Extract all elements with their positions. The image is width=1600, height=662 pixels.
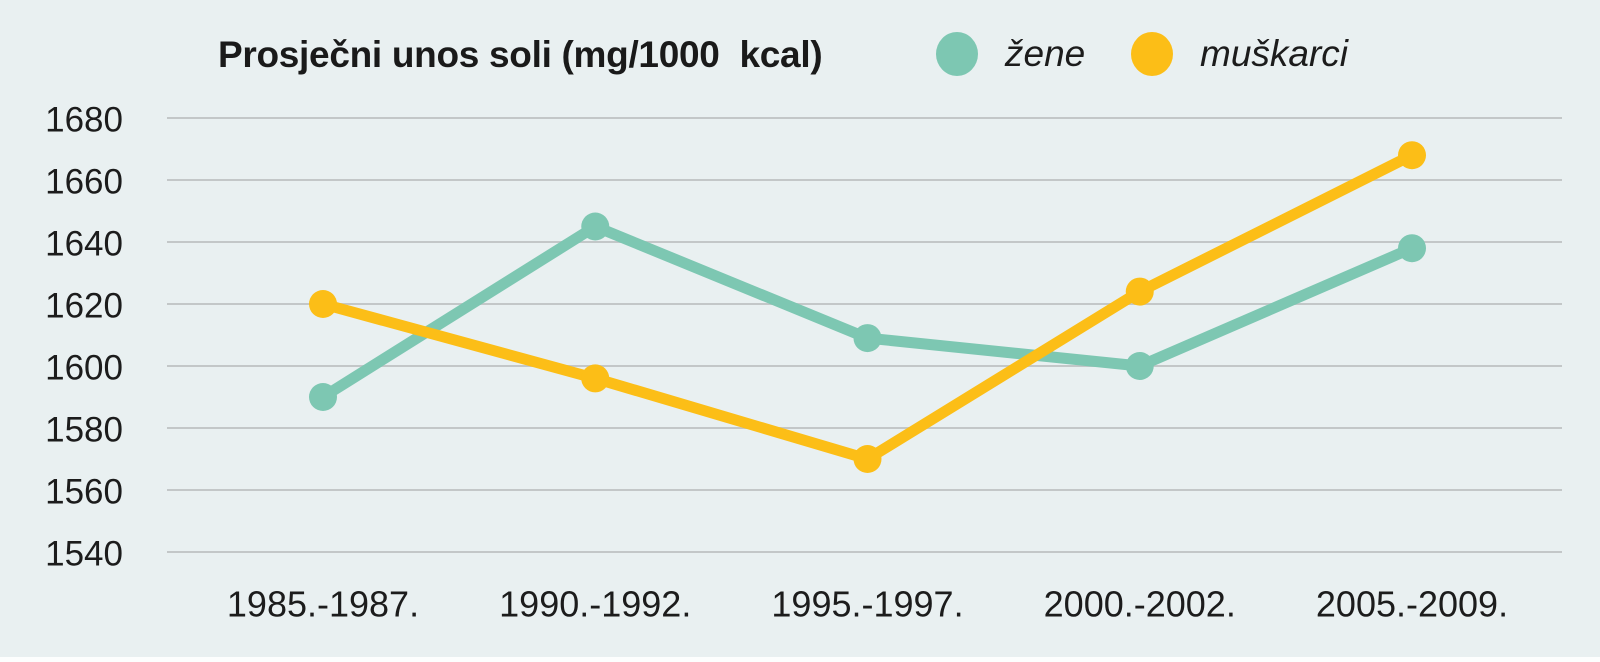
legend-item-zene: žene — [936, 32, 1085, 76]
muškarci-data-point — [853, 445, 882, 473]
x-axis-tick-label: 1995.-1997. — [771, 584, 963, 625]
chart-title: Prosječni unos soli (mg/1000 kcal) — [218, 34, 823, 75]
žene-data-point — [853, 324, 882, 353]
x-axis-tick-label: 1990.-1992. — [499, 584, 691, 625]
y-axis-tick-label: 1620 — [45, 287, 123, 326]
y-axis-tick-label: 1540 — [45, 535, 123, 574]
x-axis-tick-label: 1985.-1987. — [227, 584, 419, 625]
žene-data-point — [1125, 352, 1154, 380]
muškarci-data-point — [581, 364, 610, 393]
zene-legend-swatch-icon — [936, 32, 978, 76]
muškarci-line — [317, 149, 1418, 465]
x-axis-tick-label: 2005.-2009. — [1316, 584, 1508, 625]
y-axis-tick-label: 1600 — [45, 349, 123, 388]
legend-item-muskarci: muškarci — [1131, 32, 1348, 76]
y-axis-tick-label: 1580 — [45, 411, 123, 450]
y-axis-tick-label: 1640 — [45, 225, 123, 264]
žene-data-point — [1398, 234, 1426, 263]
zene-legend-label: žene — [1005, 33, 1086, 74]
muskarci-legend-label: muškarci — [1200, 33, 1349, 74]
muskarci-legend-swatch-icon — [1131, 32, 1173, 76]
y-axis-tick-label: 1560 — [45, 473, 123, 512]
muškarci-data-point — [1398, 141, 1426, 170]
žene-data-point — [581, 212, 610, 241]
muškarci-data-point — [309, 290, 337, 318]
y-axis-tick-label: 1680 — [45, 101, 123, 140]
bottom-strip — [0, 657, 1600, 662]
y-axis-tick-label: 1660 — [45, 163, 123, 202]
x-axis-tick-label: 2000.-2002. — [1044, 584, 1236, 625]
muškarci-data-point — [1125, 277, 1154, 306]
žene-line — [317, 221, 1418, 403]
žene-data-point — [309, 383, 337, 411]
